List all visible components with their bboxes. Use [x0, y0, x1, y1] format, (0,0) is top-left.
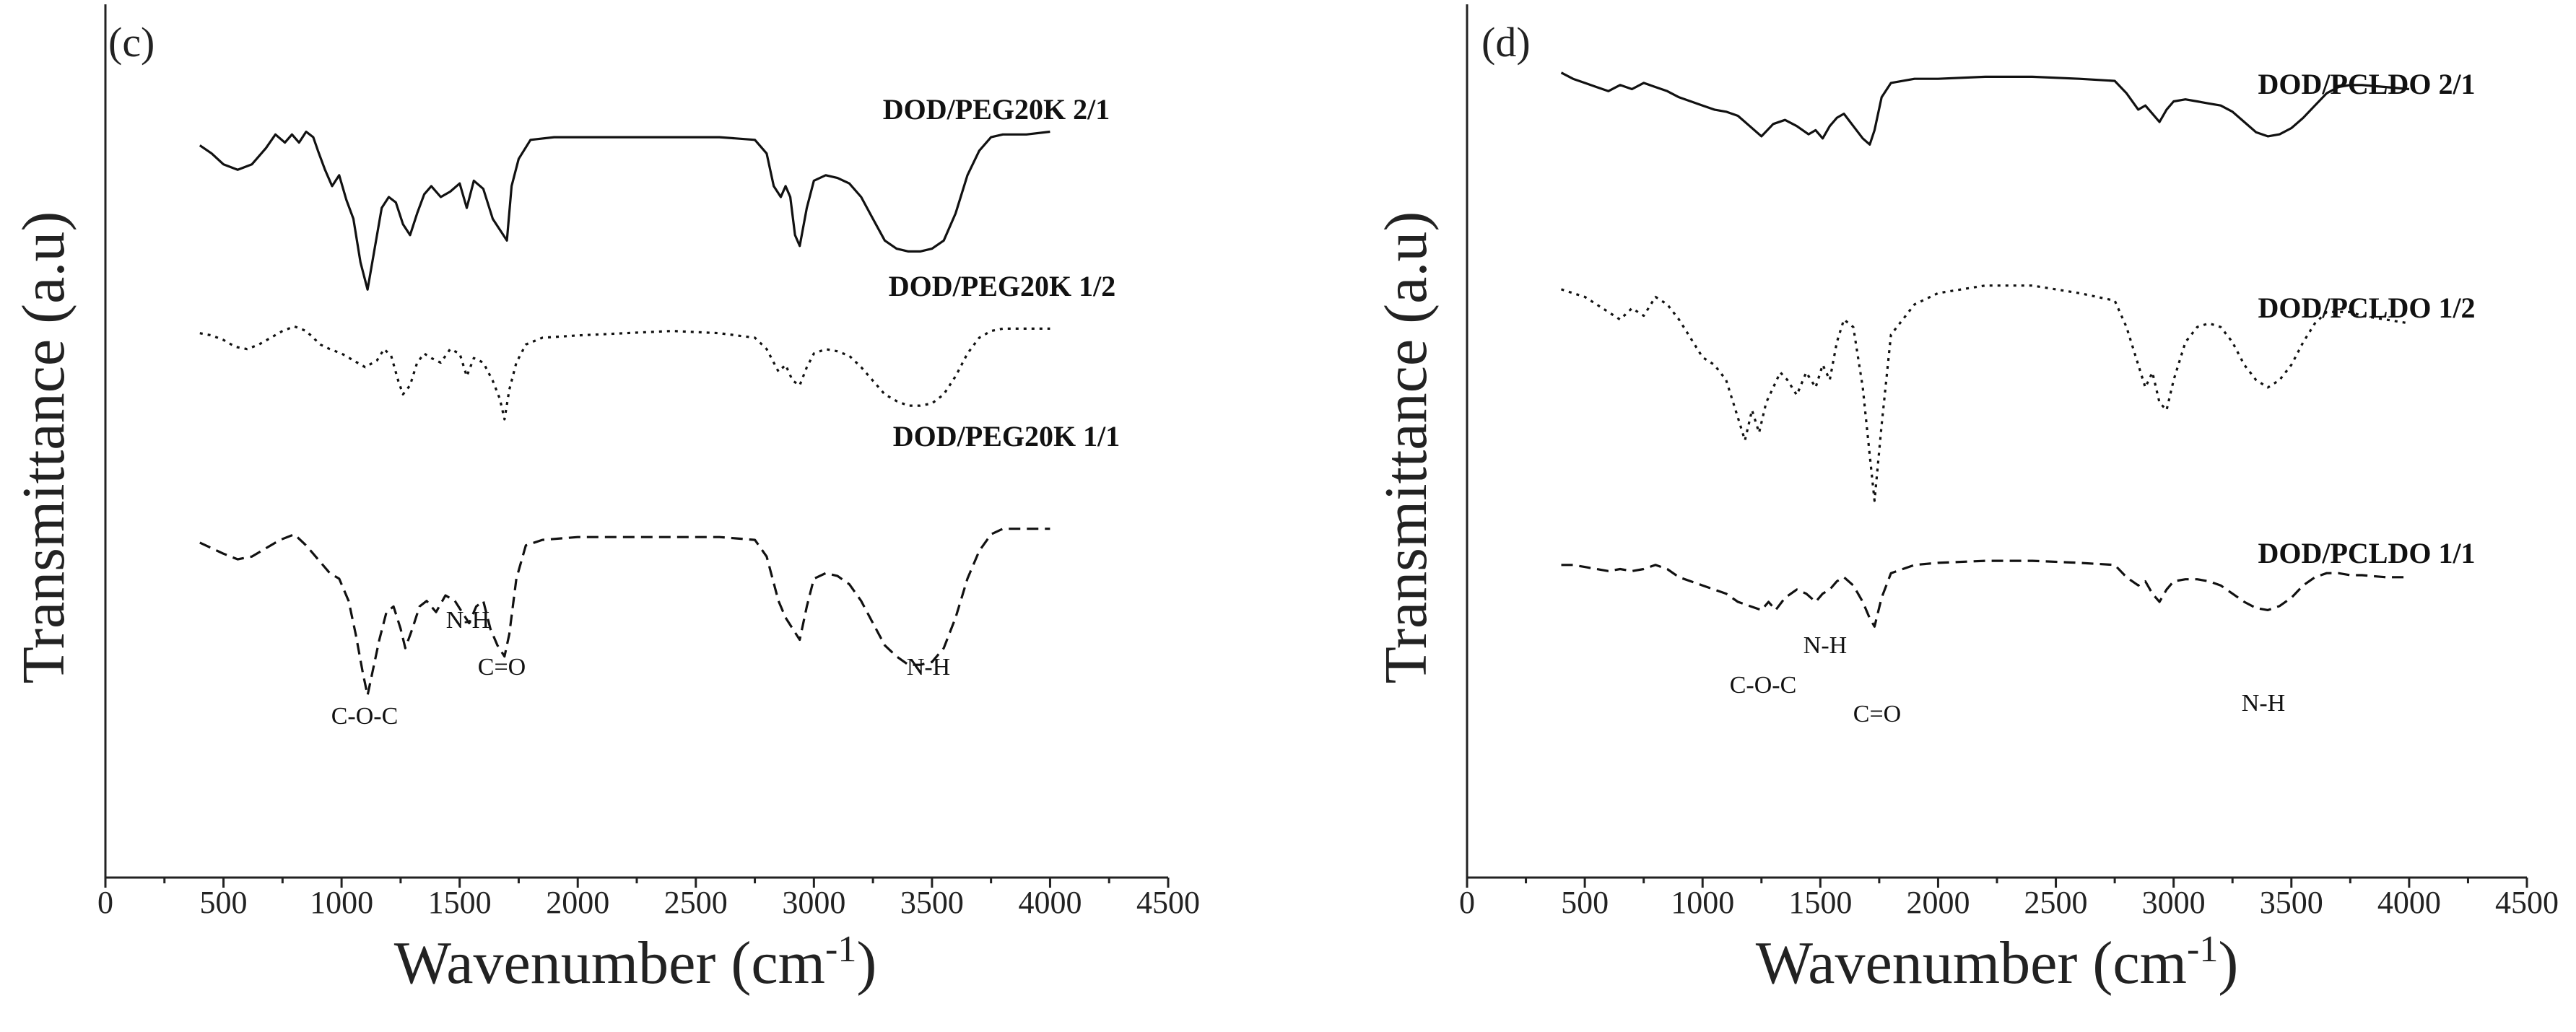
series-label-1: DOD/PEG20K 2/1 — [883, 93, 1110, 126]
x-tick-label: 0 — [97, 885, 113, 920]
series-traces — [199, 130, 1050, 697]
series-line-3 — [199, 528, 1050, 697]
x-tick-label: 1500 — [428, 885, 492, 920]
annotation-coc: C-O-C — [1730, 672, 1797, 699]
panel-label: (d) — [1481, 19, 1531, 66]
annotation-co: C=O — [1853, 701, 1901, 727]
x-ticks: 0 500 1000 1500 2000 2500 3000 3500 4000 4500 — [97, 878, 1200, 920]
annotation-nh-1: N-H — [1803, 632, 1847, 659]
series-traces — [1560, 71, 2410, 628]
x-tick-label: 2000 — [1906, 885, 1970, 920]
series-line-1 — [1560, 71, 2410, 146]
series-label-2: DOD/PCLDO 1/2 — [2258, 292, 2475, 324]
x-tick-label: 3000 — [2142, 885, 2206, 920]
chart-panel-d: 0 500 1000 1500 2000 2500 3000 3500 4000 4500 (d)… — [1372, 4, 2559, 997]
y-axis-label: Transmittance (a.u) — [10, 211, 77, 684]
annotation-nh-2: N-H — [2242, 690, 2285, 717]
x-tick-label: 1500 — [1788, 885, 1852, 920]
x-tick-label: 500 — [1561, 885, 1609, 920]
annotation-nh-2: N-H — [907, 654, 950, 681]
annotation-nh-1: N-H — [446, 607, 489, 634]
x-ticks: 0 500 1000 1500 2000 2500 3000 3500 4000 4500 — [1459, 878, 2559, 920]
x-tick-label: 3500 — [2260, 885, 2323, 920]
series-label-3: DOD/PEG20K 1/1 — [893, 420, 1120, 452]
series-label-3: DOD/PCLDO 1/1 — [2258, 537, 2475, 569]
x-tick-label: 3000 — [782, 885, 845, 920]
annotation-coc: C-O-C — [331, 703, 399, 730]
x-tick-label: 2500 — [664, 885, 728, 920]
x-tick-label: 4000 — [1018, 885, 1082, 920]
x-tick-label: 1000 — [1671, 885, 1734, 920]
series-line-2 — [199, 325, 1050, 421]
series-line-3 — [1561, 559, 2409, 628]
x-tick-label: 4500 — [1136, 885, 1200, 920]
y-axis-label: Transmittance (a.u) — [1372, 211, 1440, 684]
x-tick-label: 500 — [200, 885, 248, 920]
x-axis-label: Wavenumber (cm-1) — [1756, 929, 2239, 997]
series-line-2 — [1561, 284, 2410, 502]
series-line-1 — [199, 130, 1050, 291]
panel-label: (c) — [108, 19, 155, 66]
annotation-co: C=O — [478, 654, 526, 681]
x-tick-label: 0 — [1459, 885, 1475, 920]
series-label-2: DOD/PEG20K 1/2 — [889, 270, 1115, 302]
x-tick-label: 2000 — [546, 885, 609, 920]
x-tick-label: 4500 — [2495, 885, 2559, 920]
x-tick-label: 3500 — [900, 885, 964, 920]
series-label-1: DOD/PCLDO 2/1 — [2258, 68, 2475, 100]
x-tick-label: 4000 — [2377, 885, 2441, 920]
x-axis-label: Wavenumber (cm-1) — [394, 929, 877, 997]
x-tick-label: 2500 — [2024, 885, 2088, 920]
chart-panel-c: 0 500 1000 1500 2000 2500 3000 3500 4000 4500 (c)… — [10, 4, 1200, 997]
x-tick-label: 1000 — [310, 885, 373, 920]
